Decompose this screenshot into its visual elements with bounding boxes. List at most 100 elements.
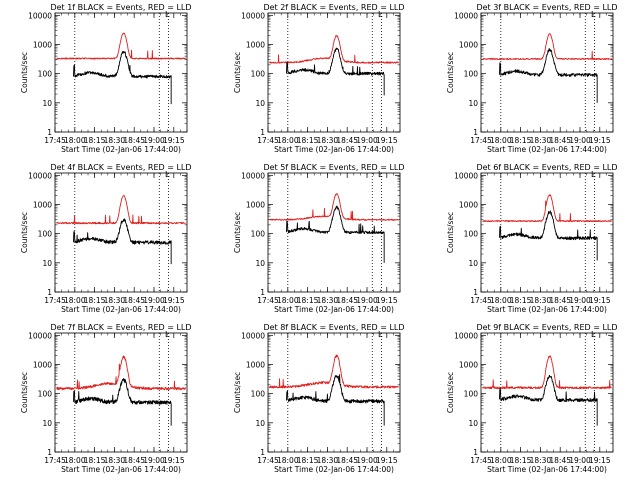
event-rate-line (73, 51, 172, 105)
y-axis-label: Counts/sec (446, 52, 455, 93)
x-tick-label: 18:45 (549, 456, 571, 465)
x-axis-label: Start Time (02-Jan-06 17:44:00) (274, 305, 394, 314)
detector-panel: Det 3f BLACK = Events, RED = LLDL 1 10 100 1… (446, 3, 618, 154)
lld-rate-line (56, 195, 186, 225)
y-tick-label: 100 (251, 230, 266, 239)
x-tick-label: 19:15 (589, 296, 611, 305)
corner-mark: L (591, 10, 596, 19)
x-tick-label: 18:45 (123, 296, 145, 305)
y-tick-label: 100 (464, 230, 479, 239)
y-tick-label: 10 (42, 99, 52, 108)
x-axis-label: Start Time (02-Jan-06 17:44:00) (61, 305, 181, 314)
y-axis-label: Counts/sec (446, 212, 455, 253)
x-tick-label: 19:00 (143, 296, 165, 305)
x-tick-label: 19:00 (143, 136, 165, 145)
corner-mark: L (378, 10, 383, 19)
x-tick-label: 18:30 (317, 456, 339, 465)
y-tick-label: 1000 (459, 40, 478, 49)
y-axis-label: Counts/sec (446, 372, 455, 413)
x-tick-label: 18:30 (530, 296, 552, 305)
y-tick-label: 1000 (33, 360, 52, 369)
x-axis-label: Start Time (02-Jan-06 17:44:00) (487, 145, 607, 154)
panel-title: Det 6f BLACK = Events, RED = LLD (476, 163, 617, 172)
corner-mark: L (378, 170, 383, 179)
detector-panel: Det 5f BLACK = Events, RED = LLDL 1 10 100 1… (233, 163, 405, 314)
x-tick-label: 18:00 (64, 136, 86, 145)
lld-rate-line (481, 33, 613, 60)
panel-title: Det 7f BLACK = Events, RED = LLD (50, 323, 191, 332)
x-tick-label: 18:30 (317, 136, 339, 145)
x-tick-label: 18:15 (510, 296, 532, 305)
event-rate-line (499, 48, 598, 103)
y-tick-label: 100 (38, 70, 53, 79)
x-tick-label: 18:15 (510, 456, 532, 465)
panel-title: Det 9f BLACK = Events, RED = LLD (476, 323, 617, 332)
x-tick-label: 18:00 (277, 136, 299, 145)
y-tick-label: 10000 (241, 11, 265, 20)
x-tick-label: 19:15 (163, 136, 185, 145)
x-tick-label: 17:45 (44, 296, 66, 305)
x-tick-label: 18:30 (317, 296, 339, 305)
y-tick-label: 10 (255, 419, 265, 428)
y-tick-label: 1000 (246, 40, 265, 49)
x-axis-label: Start Time (02-Jan-06 17:44:00) (274, 145, 394, 154)
y-tick-label: 10 (42, 259, 52, 268)
x-tick-label: 18:45 (123, 456, 145, 465)
lld-rate-line (268, 354, 400, 389)
corner-mark: L (378, 330, 383, 339)
x-tick-label: 18:45 (549, 136, 571, 145)
panel-title: Det 2f BLACK = Events, RED = LLD (263, 3, 404, 12)
corner-mark: L (165, 10, 170, 19)
detector-panel: Det 8f BLACK = Events, RED = LLDL 1 10 100 1… (233, 323, 405, 474)
x-tick-label: 18:00 (64, 456, 86, 465)
x-tick-label: 18:00 (277, 456, 299, 465)
x-tick-label: 17:45 (257, 456, 279, 465)
panel-title: Det 5f BLACK = Events, RED = LLD (263, 163, 404, 172)
y-axis-label: Counts/sec (20, 212, 29, 253)
y-tick-label: 100 (251, 70, 266, 79)
detector-panel: Det 6f BLACK = Events, RED = LLDL 1 10 100 1… (446, 163, 618, 314)
y-tick-label: 100 (38, 390, 53, 399)
y-tick-label: 100 (464, 390, 479, 399)
x-tick-label: 19:15 (589, 456, 611, 465)
x-tick-label: 19:00 (569, 136, 591, 145)
lld-rate-line (55, 355, 187, 391)
x-tick-label: 19:15 (376, 456, 398, 465)
x-axis-label: Start Time (02-Jan-06 17:44:00) (274, 465, 394, 474)
x-tick-label: 18:00 (490, 296, 512, 305)
y-axis-label: Counts/sec (233, 212, 242, 253)
event-rate-line (286, 205, 385, 263)
x-tick-label: 19:15 (376, 136, 398, 145)
x-tick-label: 18:45 (336, 296, 358, 305)
x-tick-label: 19:00 (143, 456, 165, 465)
detector-panel: Det 7f BLACK = Events, RED = LLDL 1 10 100 1… (20, 323, 192, 474)
x-tick-label: 18:30 (530, 456, 552, 465)
event-rate-line (73, 218, 172, 265)
y-tick-label: 10 (255, 259, 265, 268)
x-tick-label: 18:45 (336, 136, 358, 145)
y-tick-label: 100 (251, 390, 266, 399)
y-tick-label: 1 (260, 448, 265, 457)
y-tick-label: 10 (468, 419, 478, 428)
x-tick-label: 19:00 (356, 296, 378, 305)
y-tick-label: 10 (468, 259, 478, 268)
x-axis-label: Start Time (02-Jan-06 17:44:00) (61, 465, 181, 474)
y-axis-label: Counts/sec (20, 52, 29, 93)
x-tick-label: 18:15 (297, 296, 319, 305)
detector-panel: Det 9f BLACK = Events, RED = LLDL 1 10 100 1… (446, 323, 618, 474)
panel-title: Det 4f BLACK = Events, RED = LLD (50, 163, 191, 172)
x-tick-label: 19:15 (376, 296, 398, 305)
lld-rate-line (482, 194, 613, 223)
event-rate-line (499, 210, 598, 261)
lld-rate-line (268, 193, 399, 221)
x-tick-label: 19:15 (163, 296, 185, 305)
y-tick-label: 1 (473, 128, 478, 137)
y-tick-label: 1 (260, 288, 265, 297)
corner-mark: L (165, 330, 170, 339)
lld-rate-line (482, 355, 612, 390)
detector-panel: Det 4f BLACK = Events, RED = LLDL 1 10 100 1… (20, 163, 192, 314)
y-tick-label: 1 (47, 288, 52, 297)
detector-panel: Det 2f BLACK = Events, RED = LLDL 1 10 100 1… (233, 3, 405, 154)
x-tick-label: 18:00 (490, 136, 512, 145)
